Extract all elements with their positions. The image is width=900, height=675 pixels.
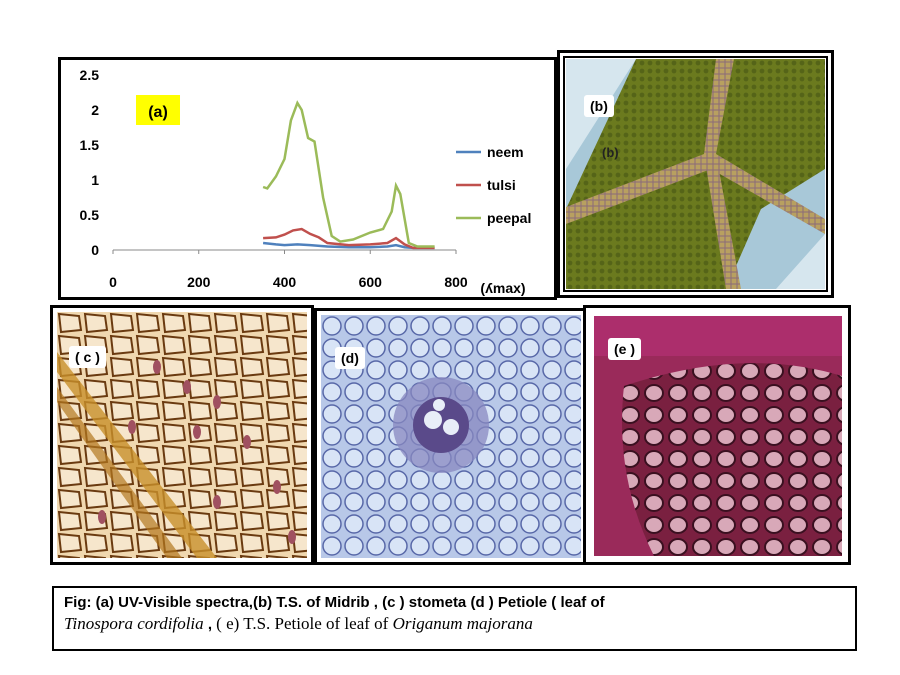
legend-label-tulsi: tulsi [487, 177, 516, 193]
chart-legend: neem tulsi peepal [456, 144, 531, 226]
caption-species-2: Origanum majorana [392, 614, 533, 633]
y-tick-label: 0.5 [80, 207, 100, 223]
caption-line-2: Tinospora cordifolia , ( e) T.S. Petiole… [64, 614, 845, 634]
midrib-image [566, 59, 825, 289]
y-tick-label: 1 [91, 172, 99, 188]
panel-b-label: (b) [584, 95, 614, 117]
panel-a-label: (a) [148, 104, 168, 121]
series-line-peepal [262, 100, 435, 248]
x-axis-label: (ʎmax) [480, 280, 525, 296]
y-tick-label: 0 [91, 242, 99, 258]
x-tick-label: 0 [109, 274, 117, 290]
caption-line-1: Fig: (a) UV-Visible spectra,(b) T.S. of … [64, 594, 605, 611]
legend-label-neem: neem [487, 144, 524, 160]
uv-visible-spectra-panel: 0 0.5 1 1.5 2 2.5 0 200 400 600 800 neem tulsi peepa… [58, 57, 557, 300]
x-tick-label: 400 [273, 274, 297, 290]
x-tick-label: 600 [359, 274, 383, 290]
panel-d-label: (d) [335, 347, 365, 369]
y-tick-label: 2.5 [80, 67, 100, 83]
caption-line-2-middle: ( e) T.S. Petiole of leaf of [216, 614, 393, 633]
figure-caption: Fig: (a) UV-Visible spectra,(b) T.S. of … [52, 586, 857, 651]
chart-series [262, 100, 435, 250]
uv-spectra-chart: 0 0.5 1 1.5 2 2.5 0 200 400 600 800 neem tulsi peepa… [80, 67, 532, 296]
petiole-ts-micrograph-panel: (e ) [583, 305, 851, 565]
y-tick-label: 2 [91, 102, 99, 118]
x-tick-label: 800 [444, 274, 468, 290]
midrib-micrograph-panel: (b) (b) [557, 50, 834, 298]
chart-ticks: 0 0.5 1 1.5 2 2.5 0 200 400 600 800 [80, 67, 468, 290]
panel-a-label-bg [136, 95, 180, 125]
panel-b-inner-label: (b) [602, 145, 619, 160]
stomata-micrograph-panel: ( c ) [50, 305, 314, 565]
caption-separator: , [203, 616, 217, 633]
petiole-micrograph-panel: (d) [314, 308, 588, 565]
panel-e-label: (e ) [608, 338, 641, 360]
x-tick-label: 200 [187, 274, 211, 290]
y-tick-label: 1.5 [80, 137, 100, 153]
panel-c-label: ( c ) [69, 346, 106, 368]
legend-label-peepal: peepal [487, 210, 531, 226]
caption-species-1: Tinospora cordifolia [64, 614, 204, 633]
series-line-tulsi [263, 227, 435, 250]
